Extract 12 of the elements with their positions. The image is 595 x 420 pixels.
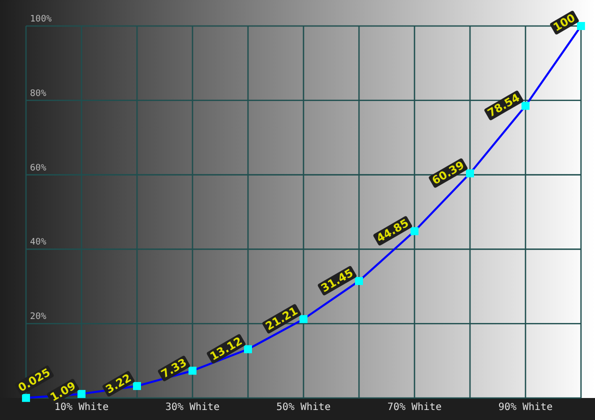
x-tick-label: 90% White	[498, 402, 553, 413]
y-tick-label: 60%	[30, 163, 47, 174]
data-label: 100	[551, 11, 578, 34]
x-tick-label: 70% White	[387, 402, 442, 413]
x-tick-label: 10% White	[54, 402, 109, 413]
y-tick-label: 100%	[30, 14, 52, 24]
x-tick-label: 50% White	[276, 402, 331, 413]
y-tick-label: 80%	[30, 88, 47, 99]
x-tick-label: 30% White	[165, 402, 220, 413]
data-label: 7.33	[158, 356, 189, 381]
y-tick-label: 20%	[30, 312, 47, 322]
y-tick-label: 40%	[30, 238, 47, 248]
